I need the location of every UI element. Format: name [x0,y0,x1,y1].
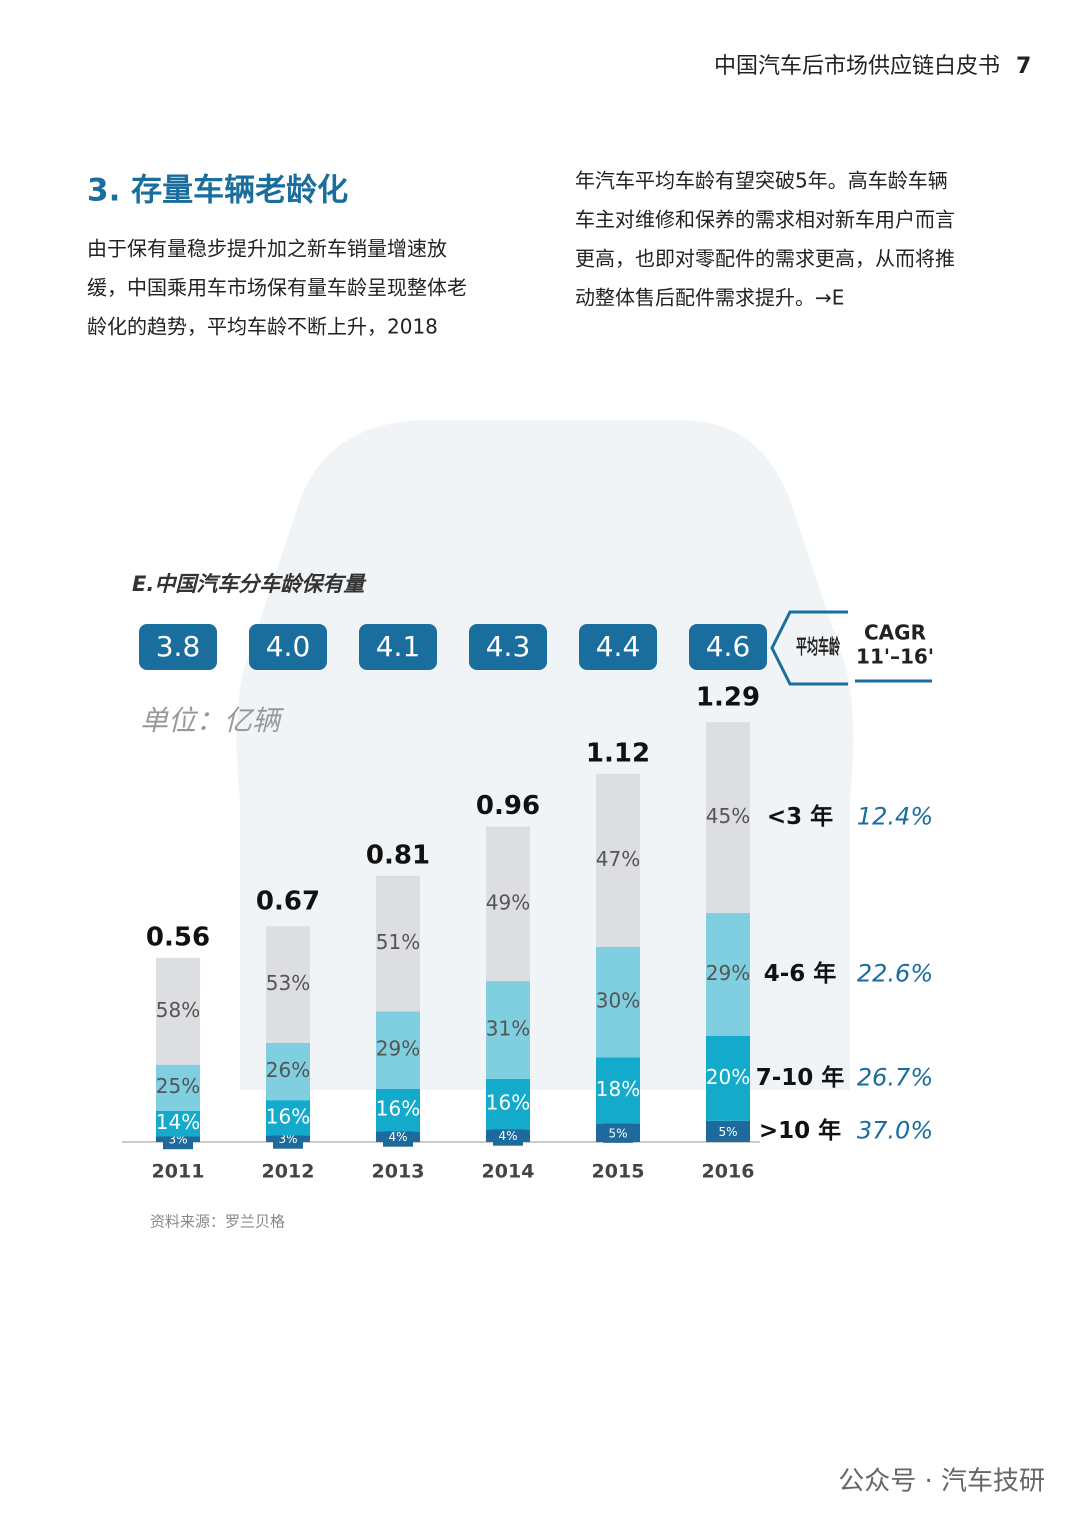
avg-age-box [469,624,547,670]
bar-segment [706,1035,750,1121]
bar-segment [156,1064,200,1111]
total-label: 0.81 [366,840,430,870]
paragraph-line: 年汽车平均车龄有望突破5年。高车龄车辆 [575,169,948,193]
x-tick-label: 2015 [592,1161,645,1183]
paragraph-line: 由于保有量稳步提升加之新车销量增速放 [87,237,447,261]
segment-label: 58% [156,998,200,1022]
bar-segment [156,1110,200,1137]
background-car [236,420,854,1090]
segment-label: 29% [376,1037,420,1061]
x-tick-label: 2016 [702,1161,755,1183]
bar-segment [266,926,310,1043]
segment-label: 53% [266,971,310,995]
header-title: 中国汽车后市场供应链白皮书 [714,54,1000,79]
bar-segment [266,1100,310,1136]
legend-label: 7-10 年 [756,1064,845,1091]
segment-label: 4% [388,1130,407,1144]
small-label-box [713,1121,743,1142]
total-label: 1.12 [586,738,650,768]
segment-label: 5% [718,1125,737,1139]
bar-segment [596,946,640,1058]
avg-age-label: 4.4 [596,630,641,663]
avg-age-label: 3.8 [156,630,201,663]
avg-age-box [689,624,767,670]
watermark: 公众号 · 汽车技研 [838,1467,1045,1497]
avg-age-label: 4.0 [266,630,311,663]
avg-age-title: 平均车龄 [796,635,841,659]
segment-label: 49% [486,890,530,914]
cagr-title: CAGR [864,621,926,645]
segment-label: 51% [376,930,420,954]
bar-segment [486,826,530,982]
segment-label: 30% [596,989,640,1013]
page-number: 7 [1016,54,1031,79]
segment-label: 29% [706,961,750,985]
bar-segment [376,875,420,1012]
paragraph-line: 更高，也即对零配件的需求更高，从而将推 [575,247,955,271]
x-tick-label: 2013 [372,1161,425,1183]
chart-title: E.中国汽车分车龄保有量 [132,572,367,596]
bar-segment [706,722,750,914]
segment-label: 16% [376,1097,420,1121]
segment-label: 14% [156,1110,200,1134]
avg-age-label: 4.1 [376,630,421,663]
avg-age-label: 4.3 [486,630,531,663]
bar-segment [596,773,640,947]
cagr-value: 26.7% [857,1063,933,1091]
bar-segment [486,1078,530,1130]
bar-segment [706,913,750,1036]
chart-source: 资料来源：罗兰贝格 [150,1213,285,1231]
cagr-value: 22.6% [857,960,933,988]
avg-age-box [249,624,327,670]
paragraph-line: 车主对维修和保养的需求相对新车用户而言 [575,208,955,232]
total-label: 0.67 [256,886,320,916]
x-tick-label: 2014 [482,1161,535,1183]
avg-age-label: 4.6 [706,630,751,663]
total-label: 0.96 [476,791,540,821]
paragraph-line: 动整体售后配件需求提升。→E [575,286,844,310]
segment-label: 47% [596,847,640,871]
small-label-box [603,1122,633,1143]
x-tick-label: 2011 [152,1161,205,1183]
avg-age-bracket [770,610,848,686]
segment-label: 16% [266,1104,310,1128]
chart-unit: 单位：亿辆 [140,704,285,737]
bar-segment [486,981,530,1079]
total-label: 0.56 [146,922,210,952]
segment-label: 31% [486,1016,530,1040]
cagr-value: 37.0% [857,1116,933,1144]
segment-label: 20% [706,1065,750,1089]
avg-age-box [359,624,437,670]
segment-label: 26% [266,1058,310,1082]
total-label: 1.29 [696,682,760,712]
legend-label: <3 年 [767,803,833,830]
avg-age-box [139,624,217,670]
segment-label: 3% [278,1132,297,1146]
bar-segment [376,1011,420,1089]
segment-label: 45% [706,804,750,828]
bar-segment [266,1042,310,1101]
small-label-box [493,1125,523,1146]
segment-label: 25% [156,1074,200,1098]
cagr-period: 11'–16' [856,645,934,669]
bar-segment [376,1088,420,1132]
paragraph-line: 缓，中国乘用车市场保有量车龄呈现整体老 [87,276,467,300]
paragraph-line: 龄化的趋势，平均车龄不断上升，2018 [87,315,438,339]
segment-label: 5% [608,1126,627,1140]
section-heading: 3. 存量车辆老龄化 [87,173,348,209]
legend-label: >10 年 [759,1117,841,1144]
bar-segment [156,957,200,1065]
cagr-value: 12.4% [857,803,933,831]
small-label-box [383,1126,413,1147]
x-tick-label: 2012 [262,1161,315,1183]
bar-segment [596,1057,640,1124]
legend-label: 4-6 年 [764,960,837,987]
segment-label: 16% [486,1091,530,1115]
segment-label: 18% [596,1077,640,1101]
segment-label: 4% [498,1129,517,1143]
avg-age-box [579,624,657,670]
